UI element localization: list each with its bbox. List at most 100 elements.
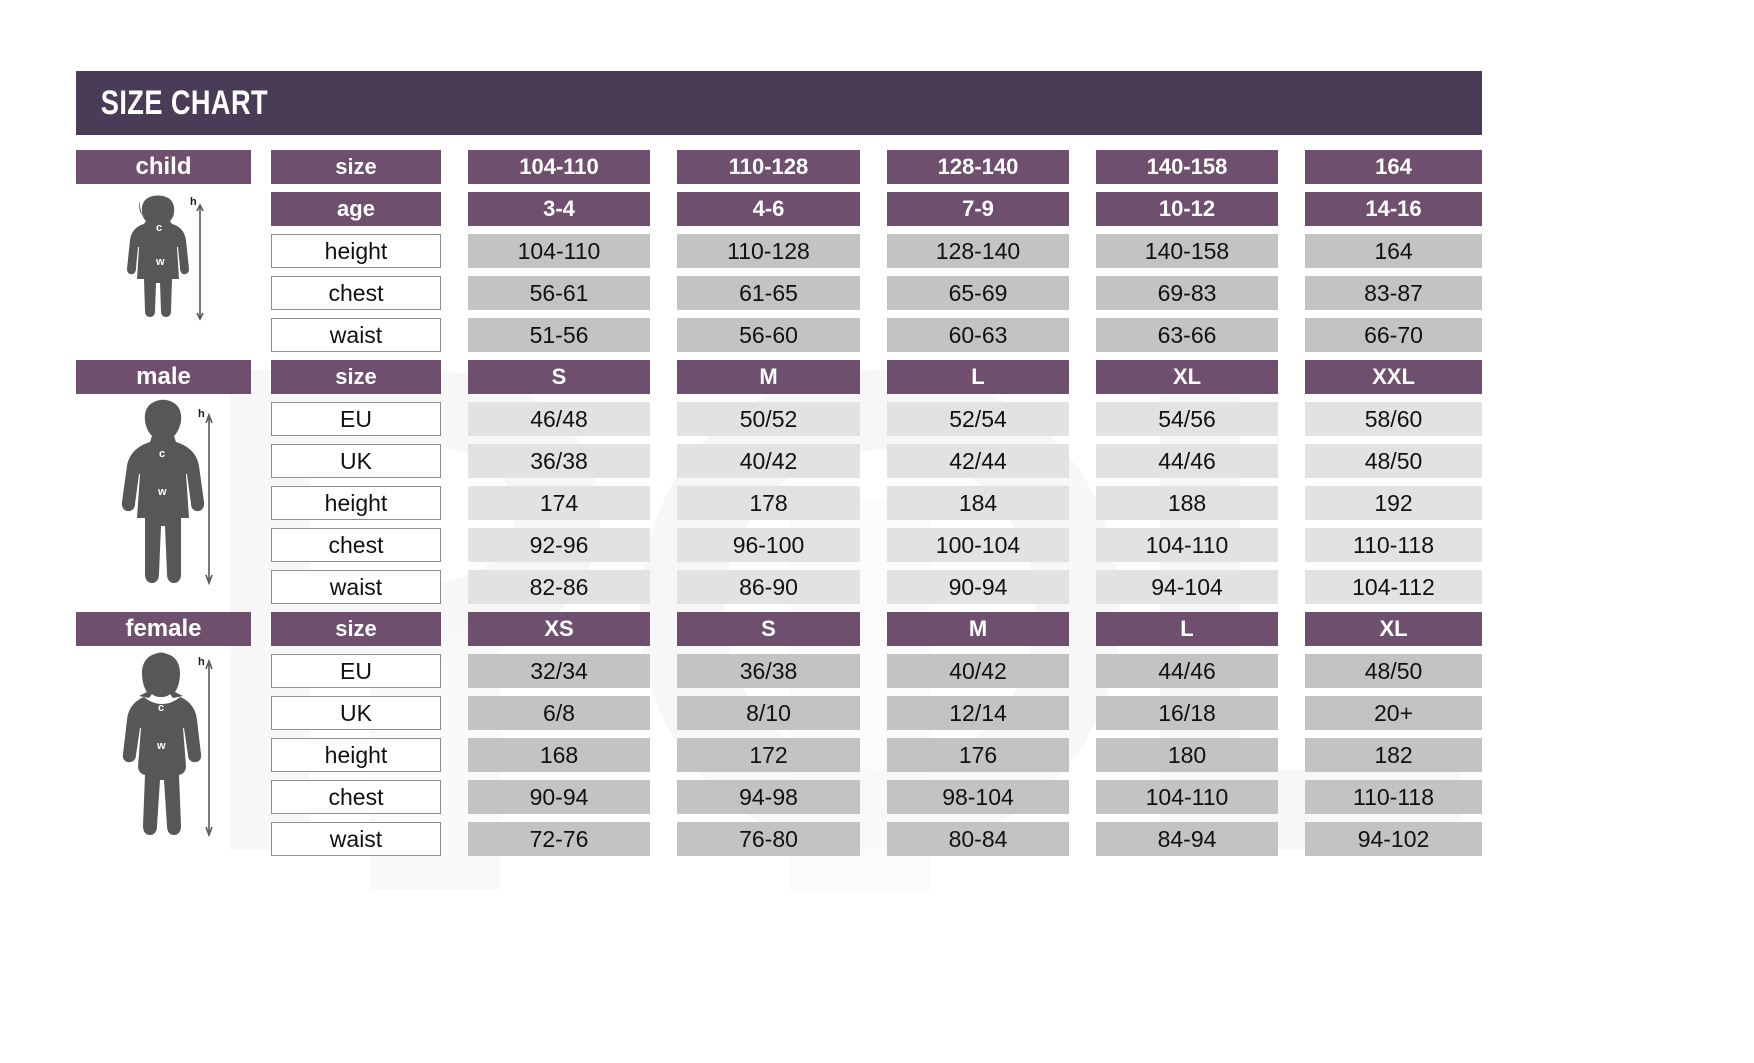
column-gap <box>1069 192 1096 226</box>
row-label-waist: waist <box>271 570 441 604</box>
size-header-cell: 14-16 <box>1305 192 1482 226</box>
measurement-cell: 104-110 <box>1096 780 1278 814</box>
column-gap <box>1069 822 1096 856</box>
column-gap <box>1278 402 1305 436</box>
size-header-cell: XL <box>1305 612 1482 646</box>
column-gap <box>1069 444 1096 478</box>
measurement-cell: 65-69 <box>887 276 1069 310</box>
column-gap <box>251 360 271 394</box>
measurement-cell: 12/14 <box>887 696 1069 730</box>
row-label-age: age <box>271 192 441 226</box>
measurement-cell: 128-140 <box>887 234 1069 268</box>
size-header-cell: L <box>1096 612 1278 646</box>
column-gap <box>650 276 677 310</box>
measurement-cell: 80-84 <box>887 822 1069 856</box>
column-gap <box>1278 192 1305 226</box>
measurement-cell: 54/56 <box>1096 402 1278 436</box>
table-row: height 104-110 110-128 128-140 140-158 164 <box>76 234 1482 268</box>
column-gap <box>251 612 271 646</box>
column-gap <box>251 402 271 436</box>
measurement-cell: 56-61 <box>468 276 650 310</box>
table-row: chest 92-96 96-100 100-104 104-110 110-118 <box>76 528 1482 562</box>
child-figure-slot: h c w <box>76 186 251 346</box>
male-silhouette-icon: h c w <box>121 399 213 585</box>
female-figure-slot: h c w <box>76 646 251 851</box>
table-row: EU 46/48 50/52 52/54 54/56 58/60 <box>76 402 1482 436</box>
category-spacer <box>76 192 251 226</box>
measurement-cell: 110-128 <box>677 234 860 268</box>
measurement-cell: 40/42 <box>887 654 1069 688</box>
column-gap <box>1278 696 1305 730</box>
column-gap <box>1069 528 1096 562</box>
measurement-cell: 90-94 <box>468 780 650 814</box>
column-gap <box>860 822 887 856</box>
measurement-cell: 36/38 <box>468 444 650 478</box>
column-gap <box>860 150 887 184</box>
measurement-cell: 50/52 <box>677 402 860 436</box>
column-gap <box>1069 360 1096 394</box>
measurement-cell: 42/44 <box>887 444 1069 478</box>
size-header-cell: XXL <box>1305 360 1482 394</box>
measurement-cell: 40/42 <box>677 444 860 478</box>
column-gap <box>441 654 468 688</box>
size-header-cell: 164 <box>1305 150 1482 184</box>
column-gap <box>1278 654 1305 688</box>
category-spacer <box>76 234 251 268</box>
size-header-cell: 104-110 <box>468 150 650 184</box>
column-gap <box>441 150 468 184</box>
column-gap <box>251 234 271 268</box>
header-row-child-age: age 3-4 4-6 7-9 10-12 14-16 <box>76 192 1482 226</box>
measurement-cell: 174 <box>468 486 650 520</box>
column-gap <box>650 528 677 562</box>
measurement-cell: 48/50 <box>1305 654 1482 688</box>
table-row: UK 36/38 40/42 42/44 44/46 48/50 <box>76 444 1482 478</box>
column-gap <box>1069 150 1096 184</box>
column-gap <box>1069 486 1096 520</box>
table-row: EU 32/34 36/38 40/42 44/46 48/50 <box>76 654 1482 688</box>
size-header-cell: 110-128 <box>677 150 860 184</box>
row-label-EU: EU <box>271 402 441 436</box>
svg-text:h: h <box>198 408 205 420</box>
column-gap <box>860 654 887 688</box>
table-row: chest 56-61 61-65 65-69 69-83 83-87 <box>76 276 1482 310</box>
column-gap <box>860 528 887 562</box>
table-row: height 168 172 176 180 182 <box>76 738 1482 772</box>
svg-text:c: c <box>158 702 164 714</box>
measurement-cell: 100-104 <box>887 528 1069 562</box>
measurement-cell: 56-60 <box>677 318 860 352</box>
column-gap <box>860 276 887 310</box>
measurement-cell: 58/60 <box>1305 402 1482 436</box>
column-gap <box>860 486 887 520</box>
header-row-female-size: female size XS S M L XL <box>76 612 1482 646</box>
size-header-cell: 3-4 <box>468 192 650 226</box>
column-gap <box>441 402 468 436</box>
column-gap <box>650 318 677 352</box>
column-gap <box>1278 612 1305 646</box>
measurement-cell: 178 <box>677 486 860 520</box>
category-spacer <box>76 276 251 310</box>
header-row-child-size: child size 104-110 110-128 128-140 140-158 164 <box>76 150 1482 184</box>
category-spacer <box>76 528 251 562</box>
column-gap <box>441 360 468 394</box>
svg-text:c: c <box>159 448 165 460</box>
category-spacer <box>76 822 251 856</box>
chart-title-bar: SIZE CHART <box>76 71 1482 135</box>
row-label-size: size <box>271 150 441 184</box>
measurement-cell: 104-110 <box>468 234 650 268</box>
size-header-cell: XL <box>1096 360 1278 394</box>
measurement-cell: 6/8 <box>468 696 650 730</box>
category-spacer <box>76 654 251 688</box>
measurement-cell: 94-98 <box>677 780 860 814</box>
column-gap <box>860 738 887 772</box>
measurement-cell: 69-83 <box>1096 276 1278 310</box>
column-gap <box>1278 444 1305 478</box>
column-gap <box>441 234 468 268</box>
column-gap <box>251 696 271 730</box>
column-gap <box>1278 528 1305 562</box>
row-label-EU: EU <box>271 654 441 688</box>
page-title: SIZE CHART <box>100 83 268 122</box>
row-label-UK: UK <box>271 696 441 730</box>
category-spacer <box>76 318 251 352</box>
category-spacer <box>76 444 251 478</box>
measurement-cell: 98-104 <box>887 780 1069 814</box>
